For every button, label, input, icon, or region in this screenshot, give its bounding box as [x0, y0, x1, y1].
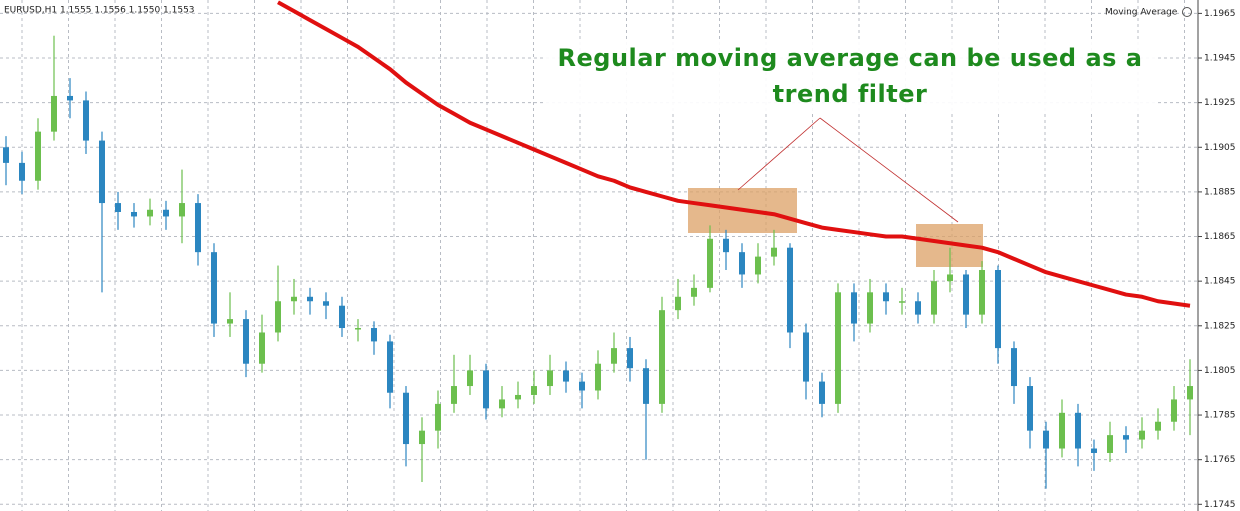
- candle-body: [787, 247, 793, 333]
- candle-body: [995, 270, 1001, 349]
- candle-body: [291, 296, 297, 302]
- candle-body: [835, 292, 841, 404]
- candle-body: [771, 247, 777, 257]
- candles: [3, 0, 1193, 489]
- callout-line: [819, 117, 959, 223]
- candle-body: [51, 95, 57, 132]
- candle-body: [403, 392, 409, 445]
- candle-body: [307, 296, 313, 302]
- candle-body: [739, 252, 745, 275]
- candle-body: [675, 296, 681, 311]
- candle-body: [499, 399, 505, 409]
- candle-body: [1091, 448, 1097, 453]
- indicator-icon: [1182, 7, 1192, 17]
- y-tick-label: 1.1865: [1204, 232, 1236, 242]
- candle-body: [963, 274, 969, 315]
- candle-body: [1059, 412, 1065, 449]
- candle-body: [947, 274, 953, 282]
- candle-body: [339, 305, 345, 329]
- candle-body: [1155, 421, 1161, 431]
- candle-body: [1075, 412, 1081, 449]
- candle-body: [627, 348, 633, 369]
- candle-body: [179, 203, 185, 217]
- candle-body: [515, 394, 521, 400]
- y-tick-label: 1.1945: [1204, 54, 1236, 64]
- candle-body: [1123, 435, 1129, 440]
- moving-average-line: [277, 0, 1191, 308]
- y-tick-label: 1.1965: [1204, 9, 1236, 19]
- candle-body: [563, 370, 569, 382]
- candle-body: [1171, 399, 1177, 422]
- candle-body: [355, 328, 361, 330]
- candle-body: [707, 238, 713, 288]
- candle-body: [451, 386, 457, 404]
- y-tick-label: 1.1825: [1204, 321, 1236, 331]
- candle-body: [147, 209, 153, 217]
- y-tick-label: 1.1805: [1204, 366, 1236, 376]
- candle-body: [3, 147, 9, 163]
- y-tick-label: 1.1925: [1204, 98, 1236, 108]
- y-tick-label: 1.1785: [1204, 411, 1236, 421]
- candle-body: [275, 301, 281, 333]
- candle-body: [723, 238, 729, 253]
- candle-body: [883, 292, 889, 302]
- candle-body: [67, 95, 73, 101]
- candle-body: [35, 131, 41, 181]
- candle-body: [531, 386, 537, 395]
- candle-body: [19, 162, 25, 181]
- candle-body: [99, 140, 105, 204]
- candle-body: [115, 203, 121, 212]
- candle-body: [419, 430, 425, 445]
- candle-body: [243, 319, 249, 364]
- candle-body: [819, 381, 825, 404]
- candle-body: [435, 403, 441, 431]
- candle-body: [803, 332, 809, 382]
- candle-body: [323, 301, 329, 306]
- y-tick-label: 1.1745: [1204, 500, 1236, 510]
- candle-body: [483, 370, 489, 409]
- candle-body: [211, 252, 217, 324]
- candle-body: [979, 270, 985, 315]
- candle-body: [227, 319, 233, 324]
- y-tick-label: 1.1885: [1204, 187, 1236, 197]
- candle-body: [547, 370, 553, 387]
- candle-body: [259, 332, 265, 364]
- candle-body: [371, 328, 377, 342]
- annotation: Regular moving average can be used as a …: [545, 40, 1155, 112]
- symbol-info: EURUSD,H1 1.1555 1.1556 1.1550 1.1553: [4, 6, 195, 16]
- candle-body: [1107, 435, 1113, 453]
- y-tick-label: 1.1765: [1204, 455, 1236, 465]
- y-tick-label: 1.1905: [1204, 143, 1236, 153]
- callout-line: [737, 117, 821, 191]
- candle-body: [643, 368, 649, 404]
- candle-body: [691, 287, 697, 297]
- candle-body: [755, 256, 761, 275]
- candle-body: [467, 370, 473, 387]
- candle-body: [163, 209, 169, 217]
- candle-body: [867, 292, 873, 324]
- candle-body: [1043, 430, 1049, 449]
- y-tick-label: 1.1845: [1204, 277, 1236, 287]
- candle-body: [1011, 348, 1017, 387]
- candle-body: [579, 381, 585, 391]
- candle-body: [83, 100, 89, 141]
- candle-body: [915, 301, 921, 315]
- candle-body: [1027, 386, 1033, 431]
- candle-body: [1139, 430, 1145, 440]
- candle-body: [1187, 386, 1193, 400]
- candle-body: [899, 301, 905, 303]
- candle-body: [931, 281, 937, 315]
- candle-body: [611, 348, 617, 364]
- candle-body: [659, 310, 665, 404]
- indicator-label: Moving Average: [1105, 8, 1178, 18]
- candle-body: [387, 341, 393, 393]
- candle-body: [195, 203, 201, 253]
- candle-body: [131, 211, 137, 217]
- candle-body: [595, 363, 601, 391]
- candle-body: [851, 292, 857, 324]
